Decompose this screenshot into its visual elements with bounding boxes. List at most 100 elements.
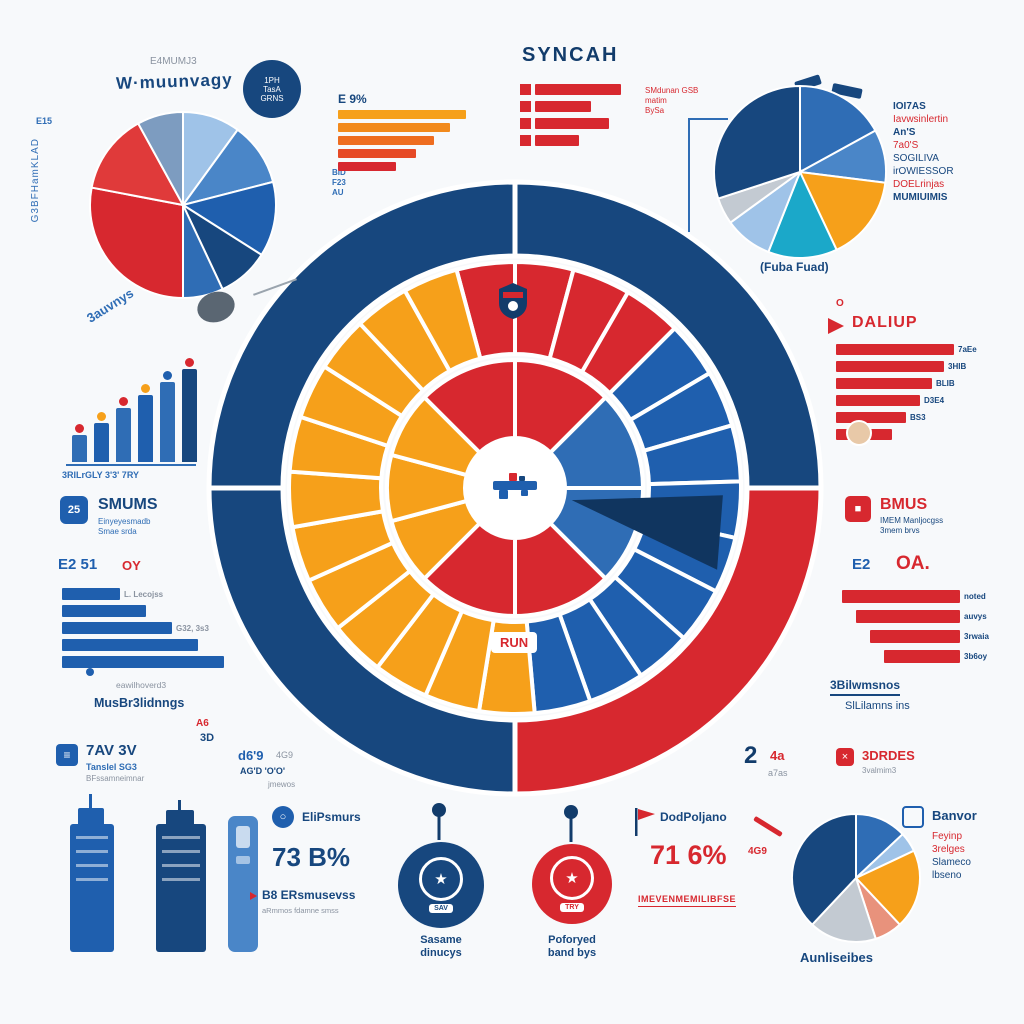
top-right-pie-chart: [712, 84, 888, 260]
elipsmurs-icon: ○: [272, 806, 294, 828]
legend-line: 3mem brvs: [880, 526, 920, 535]
steps-header-left: E2 51: [58, 556, 98, 573]
wheel-bottom-badge: RUN: [491, 632, 538, 653]
top-left-title: W·muunvagy: [115, 69, 234, 94]
drdes-sub: 3valmim3: [862, 766, 897, 775]
left-vbar-axis-label: 3RILrGLY 3'3' 7RY: [62, 470, 139, 480]
syncah-side-labels: SMdunan GSB matim BySa: [645, 86, 698, 116]
dodpoljano-label: DodPoljano: [660, 810, 727, 824]
buildings-icon: [58, 792, 268, 959]
red-medal-banner: TRY: [560, 903, 584, 912]
mini-jmewos: jmewos: [268, 780, 296, 789]
star-icon: ★: [419, 857, 463, 901]
legend-line: SMdunan GSB: [645, 86, 699, 95]
dodpoljano-line: IMEVENMEMILIBFSE: [638, 894, 737, 907]
legend-line: BySa: [645, 106, 665, 115]
flag-icon: [632, 806, 656, 843]
top-left-sub-labels: BID F23 AU: [332, 168, 346, 198]
steps-footer: MusBr3lidnngs: [94, 696, 185, 710]
legend-line: BID: [332, 168, 346, 177]
blue-medal-caption-1: Sasame: [420, 934, 462, 946]
legend-line: 3relges: [932, 844, 965, 855]
legend-line: lbseno: [932, 870, 962, 881]
steps-header-right: OY: [122, 558, 141, 573]
top-left-badge: 1PH TasA GRNS: [243, 60, 301, 118]
left-vbar-chart: [72, 350, 197, 462]
two4a-big: 2: [744, 742, 758, 769]
legend-line: 1PH: [264, 75, 280, 85]
legend-line: Slameco: [932, 857, 971, 868]
legend-line: 7a0'S: [893, 140, 919, 151]
mini-d69: d6'9: [238, 748, 264, 763]
bmus-icon: ■: [845, 496, 871, 522]
top-left-side-label: E15: [36, 116, 53, 126]
pin-icon: [430, 802, 448, 847]
drdes-title: 3DRDES: [862, 748, 915, 763]
drdes-icon: ×: [836, 748, 854, 766]
oa-footer-2: SlLilamns ins: [845, 700, 910, 712]
bracket-line: [688, 118, 728, 232]
legend-line: DOELrinjas: [893, 179, 945, 190]
legend-line: SOGILIVA: [893, 153, 939, 164]
pin-icon: [562, 804, 580, 849]
legend-line: MUMIUIMIS: [893, 192, 948, 203]
syncah-bars-chart: [520, 84, 621, 152]
two4a-small: 4a: [770, 748, 785, 763]
top-bars-label: E 9%: [338, 92, 367, 106]
legend-line: Smae srda: [98, 527, 137, 536]
top-left-kicker: E4MUMJ3: [150, 56, 197, 67]
oa-left-label: E2: [852, 556, 871, 573]
sevenav-line-2: BFssamneimnar: [86, 774, 145, 783]
legend-line: Feyinp: [932, 831, 963, 842]
portrait-icon: [846, 420, 872, 446]
banvor-icon: [902, 806, 924, 828]
dot-icon: [86, 668, 94, 676]
blue-medal: ★ SAV: [398, 842, 484, 928]
dodpoljano-big-stat: 71 6%: [650, 840, 727, 870]
banvor-title: Banvor: [932, 808, 977, 823]
axis-line: [66, 464, 196, 466]
top-right-legend: IOI7AS Iavwsinlertin An'S 7a0'S SOGILIVA irOW…: [893, 100, 1015, 204]
daliup-title: DALIUP: [852, 314, 918, 331]
legend-line: An'S: [893, 127, 916, 138]
oa-right-label: OA.: [896, 553, 930, 574]
legend-line: TasA: [263, 84, 281, 94]
elipsmurs-label: EliPsmurs: [302, 810, 361, 824]
steps-bars-chart: L. Lecojss G32, 3s3: [62, 588, 224, 673]
top-left-vertical-label: G3BFHamKLAD: [30, 138, 41, 223]
top-right-pie-caption: (Fuba Fuad): [760, 260, 829, 274]
elipsmurs-line: B8 ERsmusevss: [262, 888, 356, 902]
legend-line: irOWIESSOR: [893, 166, 954, 177]
sevenav-title: 7AV 3V: [86, 742, 137, 759]
steps-footer-small: eawilhoverd3: [116, 680, 167, 690]
sevenav-icon: ≡: [56, 744, 78, 766]
mini-3d: 3D: [200, 732, 215, 744]
bmus-title: BMUS: [880, 496, 928, 513]
smums-title: SMUMS: [98, 496, 158, 513]
oa-bars-chart: noted auvys 3rwaia 3b6oy: [842, 590, 989, 670]
legend-line: GRNS: [260, 93, 284, 103]
top-left-pie-chart: [88, 110, 278, 300]
red-medal-caption-1: Poforyed: [548, 934, 596, 946]
central-wheel-chart: [205, 178, 825, 798]
wheel-center-icon: [491, 467, 539, 501]
blue-medal-banner: SAV: [429, 904, 453, 913]
dodpoljano-side-stat: 4G9: [748, 846, 767, 857]
bottom-right-pie-caption: Aunliseibes: [800, 950, 873, 965]
pen-icon: [753, 815, 783, 838]
smums-lines: Einyeyesmadb Smae srda: [98, 517, 150, 537]
star-icon: ★: [550, 856, 594, 900]
mini-4g9: 4G9: [276, 750, 294, 760]
oa-footer-1: 3Bilwmsnos: [830, 678, 901, 696]
legend-line: Iavwsinlertin: [893, 114, 949, 125]
red-medal-caption-2: band bys: [547, 947, 597, 959]
legend-line: matim: [645, 96, 667, 105]
daliup-kicker: O: [836, 298, 844, 309]
legend-line: IMEM Manljocgss: [880, 516, 944, 525]
smums-icon: 25: [60, 496, 88, 524]
red-medal: ★ TRY: [532, 844, 612, 924]
elipsmurs-big-stat: 73 B%: [272, 842, 351, 872]
tick-icon: [250, 892, 257, 900]
legend-line: Einyeyesmadb: [98, 517, 151, 526]
